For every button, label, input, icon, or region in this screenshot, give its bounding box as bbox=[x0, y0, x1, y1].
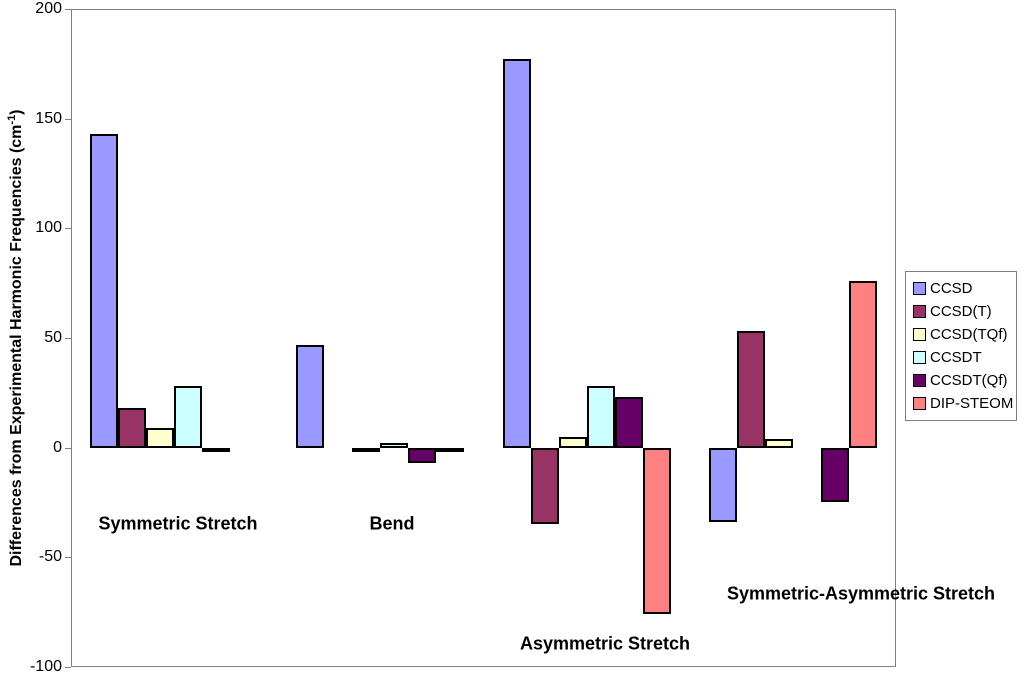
legend-label: CCSDT bbox=[930, 349, 982, 366]
legend-swatch-icon bbox=[913, 374, 926, 387]
legend-label: CCSD(T) bbox=[930, 303, 992, 320]
y-axis-tick-label: -100 bbox=[29, 658, 62, 675]
y-axis-tick-label: -50 bbox=[38, 548, 62, 566]
bar bbox=[352, 447, 381, 453]
legend-swatch-icon bbox=[913, 282, 926, 295]
legend-label: DIP-STEOM bbox=[930, 395, 1014, 412]
bar bbox=[642, 447, 671, 615]
legend-swatch-icon bbox=[913, 351, 926, 364]
bar bbox=[380, 443, 409, 448]
bar bbox=[586, 386, 615, 448]
y-axis-tick-mark bbox=[65, 338, 71, 339]
bar bbox=[174, 386, 203, 448]
y-axis-tick-label: 0 bbox=[53, 438, 62, 456]
bar bbox=[408, 447, 437, 464]
legend-item: CCSDT(Qf) bbox=[913, 369, 1016, 392]
y-axis-tick-mark bbox=[65, 118, 71, 120]
bar bbox=[90, 134, 119, 448]
legend-item: CCSD(T) bbox=[913, 300, 1016, 323]
y-axis-tick-label: 100 bbox=[35, 219, 62, 237]
legend-swatch-icon bbox=[913, 305, 926, 318]
legend-label: CCSD(TQf) bbox=[930, 326, 1008, 343]
bar bbox=[558, 436, 587, 448]
bar bbox=[296, 344, 325, 448]
bar bbox=[764, 438, 793, 448]
legend-item: CCSD bbox=[913, 277, 1016, 300]
category-label: Bend bbox=[369, 513, 415, 534]
y-axis-tick-mark bbox=[65, 667, 71, 668]
bar bbox=[436, 447, 465, 452]
bar bbox=[530, 447, 559, 525]
category-label: Asymmetric Stretch bbox=[519, 633, 691, 654]
legend-item: DIP-STEOM bbox=[913, 392, 1016, 415]
bar bbox=[708, 447, 737, 523]
legend-swatch-icon bbox=[913, 397, 926, 410]
y-axis-tick-mark bbox=[65, 447, 71, 449]
legend-item: CCSDT bbox=[913, 346, 1016, 369]
bar bbox=[202, 447, 231, 453]
legend-label: CCSDT(Qf) bbox=[930, 372, 1008, 389]
bar bbox=[118, 408, 147, 448]
legend-item: CCSD(TQf) bbox=[913, 323, 1016, 346]
y-axis-tick-label: 150 bbox=[35, 109, 62, 127]
bar bbox=[820, 447, 849, 503]
legend: CCSD CCSD(T) CCSD(TQf) CCSDT CCSDT(Qf) DIP-ST… bbox=[905, 271, 1017, 421]
bar bbox=[736, 331, 765, 448]
legend-swatch-icon bbox=[913, 328, 926, 341]
legend-label: CCSD bbox=[930, 280, 973, 297]
plot-area bbox=[71, 9, 896, 667]
y-axis-tick-label: 200 bbox=[35, 0, 62, 17]
bar bbox=[614, 397, 643, 448]
y-axis-tick-mark bbox=[65, 228, 71, 230]
bar bbox=[502, 59, 531, 448]
y-axis-tick-mark bbox=[65, 557, 71, 559]
category-label: Symmetric-Asymmetric Stretch bbox=[726, 583, 996, 604]
bar bbox=[848, 281, 877, 448]
category-label: Symmetric Stretch bbox=[98, 513, 258, 534]
y-axis-tick-label: 50 bbox=[44, 329, 62, 346]
bar bbox=[146, 427, 175, 448]
y-axis-tick-mark bbox=[65, 9, 71, 10]
